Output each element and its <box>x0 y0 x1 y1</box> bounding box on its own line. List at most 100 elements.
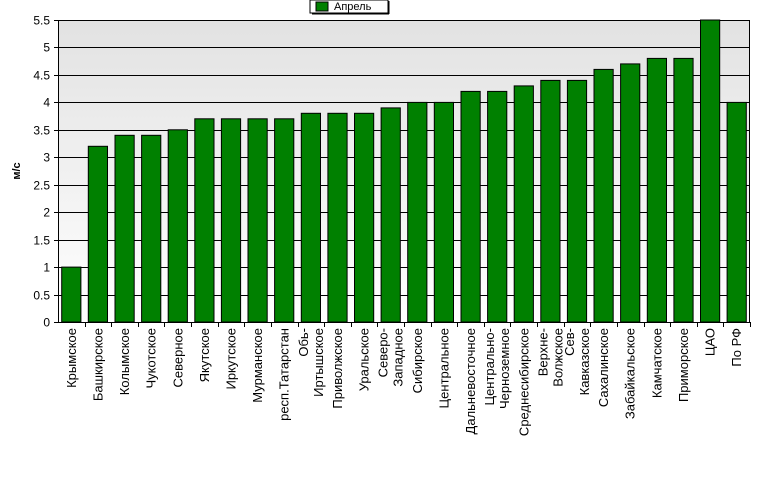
x-tick-label-line: Северное <box>170 328 185 387</box>
x-tick-label-line: Приволжское <box>330 328 345 409</box>
x-tick-label: Уральское <box>357 328 372 391</box>
x-tick-label: Верхне- Волжское <box>535 328 565 387</box>
x-tick-label: ЦАО <box>703 328 718 356</box>
y-tick-label: 5 <box>43 41 50 55</box>
y-tick-label: 3.5 <box>33 124 50 138</box>
y-tick-label: 4 <box>43 96 50 110</box>
bar <box>61 266 82 323</box>
bar <box>646 57 667 323</box>
x-tick-label-line: ЦАО <box>703 328 718 356</box>
bar <box>487 90 508 323</box>
x-tick-label-line: Обь- <box>296 328 311 357</box>
x-tick-label: По РФ <box>729 328 744 367</box>
bar <box>167 129 188 323</box>
x-tick-label: Колымское <box>117 328 132 395</box>
x-tick-label-line: Дальневосточное <box>463 328 478 434</box>
x-tick-label: Сибирское <box>410 328 425 393</box>
x-tick-label: Центрально- Черноземное <box>482 328 512 409</box>
x-tick-label-line: Колымское <box>117 328 132 395</box>
x-tick-label-line: Иртышское <box>311 328 326 397</box>
x-tick-label-line: Мурманское <box>250 328 265 403</box>
legend-box <box>309 0 389 14</box>
x-tick-label-line: Сибирское <box>410 328 425 393</box>
x-tick-label-line: респ.Татарстан <box>277 328 292 421</box>
x-tick-label-line: Кавказское <box>577 328 592 395</box>
x-tick-label: Среднесибирское <box>516 328 531 436</box>
legend-swatch <box>315 1 329 12</box>
x-tick-label: Чукотское <box>144 328 159 389</box>
x-tick-label: Башкирское <box>90 328 105 401</box>
bar <box>726 101 747 323</box>
x-tick-labels: Крымское Башкирское Колымское Чукотское Севе… <box>64 322 751 436</box>
bar <box>673 57 694 323</box>
x-tick-label: Северное <box>170 328 185 387</box>
x-tick-label: Крымское <box>64 328 79 388</box>
x-tick-label-line: Западное <box>391 328 406 387</box>
y-axis-title: м/с <box>11 162 23 179</box>
bar <box>141 134 162 323</box>
y-tick-label: 2 <box>43 206 50 220</box>
x-tick-label-line: Сев- <box>562 328 577 356</box>
bar <box>540 79 561 323</box>
x-tick-label-line: Башкирское <box>90 328 105 401</box>
x-tick-label: Сахалинское <box>596 328 611 407</box>
y-tick-labels: 0 0.5 1 1.5 2 2.5 3 3.5 4 4.5 5 5.5 <box>33 14 50 330</box>
bar <box>380 107 401 323</box>
x-tick-label: Обь- Иртышское <box>296 328 326 397</box>
x-tick-label-line: Иркутское <box>224 328 239 390</box>
x-tick-label-line: Центрально- <box>482 328 497 406</box>
bar <box>700 19 721 323</box>
x-tick-label-line: Камчатское <box>649 328 664 398</box>
x-tick-label: Забайкальское <box>623 328 638 419</box>
bar <box>593 68 614 323</box>
x-tick-label-line: Якутское <box>197 328 212 382</box>
y-tick-label: 1 <box>43 261 50 275</box>
bar <box>407 101 428 323</box>
bar <box>327 112 348 323</box>
x-tick-label: Камчатское <box>649 328 664 398</box>
bar <box>620 63 641 323</box>
x-tick-label: Сев- Кавказское <box>562 328 592 395</box>
x-tick-label-line: Верхне- <box>535 328 550 376</box>
y-tick-label: 0.5 <box>33 289 50 303</box>
x-tick-label: Иркутское <box>224 328 239 390</box>
plot-background <box>58 20 750 322</box>
x-tick-label-line: Чукотское <box>144 328 159 389</box>
x-tick-label: Приморское <box>676 328 691 402</box>
bar <box>114 134 135 323</box>
bar <box>247 118 268 323</box>
bars <box>61 19 747 323</box>
x-tick-label-line: Приморское <box>676 328 691 402</box>
bar <box>433 101 454 323</box>
x-tick-label-line: Уральское <box>357 328 372 391</box>
x-tick-label: Дальневосточное <box>463 328 478 434</box>
bar <box>460 90 481 323</box>
bar <box>220 118 242 323</box>
y-tick-label: 5.5 <box>33 14 50 28</box>
x-tick-label-line: Черноземное <box>497 328 512 409</box>
bar <box>87 145 109 323</box>
x-tick-label-line: Центральное <box>436 328 451 408</box>
bar <box>513 85 534 323</box>
y-tick-label: 1.5 <box>33 234 50 248</box>
x-tick-label-line: Крымское <box>64 328 79 388</box>
bar <box>300 112 321 323</box>
x-tick-label-line: Северо- <box>376 328 391 377</box>
x-tick-label: Северо- Западное <box>376 328 406 387</box>
bar <box>274 118 295 323</box>
y-tick-label: 0 <box>43 316 50 330</box>
y-tick-label: 3 <box>43 151 50 165</box>
x-tick-label: Якутское <box>197 328 212 382</box>
x-tick-label-line: Среднесибирское <box>516 328 531 436</box>
x-tick-label-line: Сахалинское <box>596 328 611 407</box>
y-tick-label: 4.5 <box>33 69 50 83</box>
x-tick-label: Мурманское <box>250 328 265 403</box>
x-tick-label: Центральное <box>436 328 451 408</box>
x-tick-label-line: По РФ <box>729 328 744 367</box>
bar <box>566 79 588 323</box>
bar <box>194 118 215 323</box>
legend-label: Апрель <box>334 1 372 13</box>
x-tick-label: респ.Татарстан <box>277 328 292 421</box>
